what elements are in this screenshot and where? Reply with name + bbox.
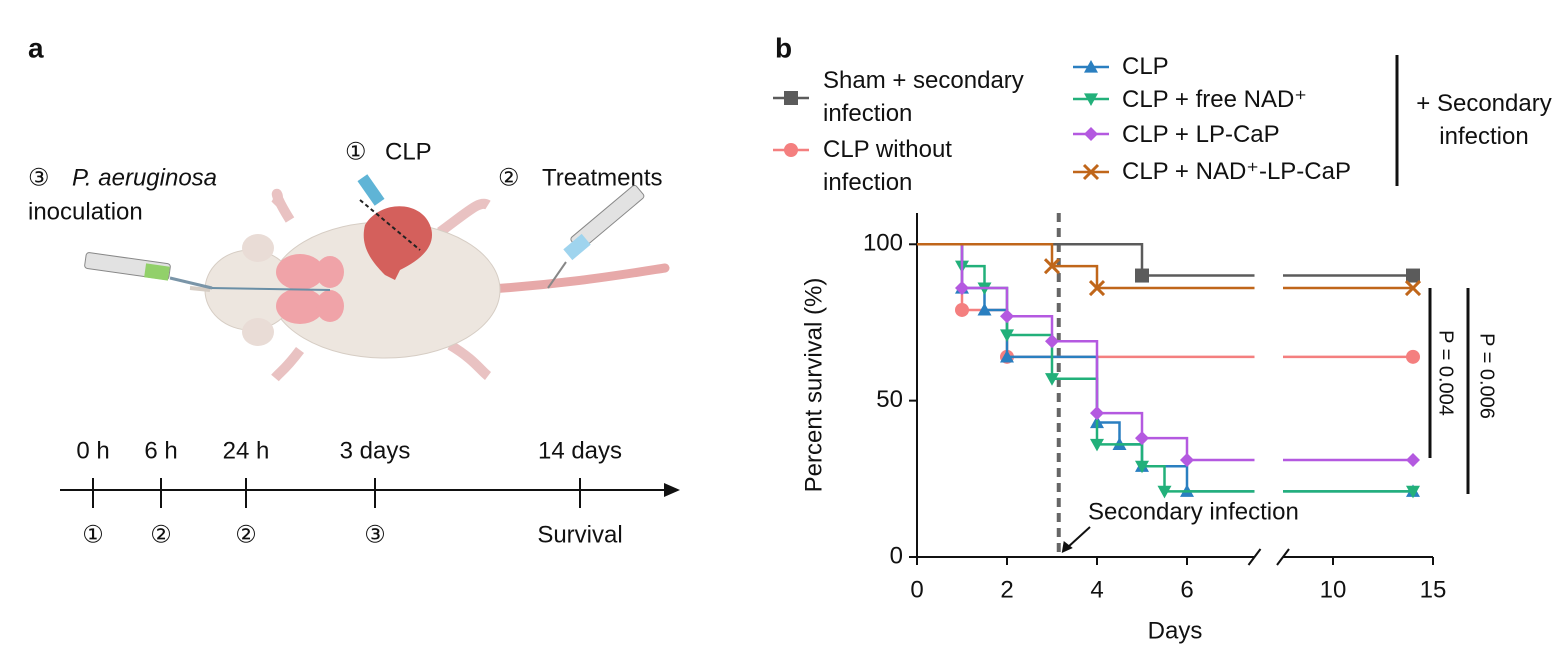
timeline: 0 h ① 6 h ② 24 h ② 3 days ③ 14 days Survival (76, 437, 622, 548)
x-axis-title: Days (1148, 617, 1203, 644)
legend-entry: CLP + LP-CaP (1122, 121, 1280, 148)
mouse-illustration (84, 174, 670, 382)
timeline-time: 6 h (144, 437, 177, 464)
marker (1135, 431, 1149, 446)
marker (1088, 279, 1106, 297)
marker (1135, 268, 1149, 283)
group-label: + Secondary infection (1416, 90, 1552, 150)
x-tick-label: 15 (1420, 576, 1447, 603)
legend-entry: CLP + NAD⁺-LP-CaP (1122, 158, 1351, 185)
timeline-event: ③ (364, 521, 386, 548)
marker (1043, 258, 1061, 275)
y-tick-label: 0 (890, 542, 903, 569)
legend-marker (1084, 93, 1098, 106)
survival-line (917, 243, 1413, 493)
timeline-arrow (664, 483, 680, 497)
legend-marker (1082, 163, 1100, 181)
step-label: Treatments (542, 164, 662, 191)
marker (955, 281, 969, 296)
y-tick-label: 50 (876, 386, 903, 413)
marker (1000, 329, 1014, 342)
step-label: CLP (385, 138, 432, 165)
marker (1404, 279, 1422, 297)
annotation: Secondary infection (1088, 498, 1299, 525)
legend-entry: Sham + secondary infection (823, 67, 1024, 127)
y-axis-title: Percent survival (%) (800, 278, 827, 493)
marker (1406, 268, 1420, 283)
survival-line (917, 243, 1413, 277)
y-tick-label: 100 (863, 230, 903, 257)
step-label: inoculation (28, 198, 143, 225)
legend-entry: CLP + free NAD⁺ (1122, 86, 1307, 113)
timeline-event: ② (235, 521, 257, 548)
legend-marker (784, 91, 798, 105)
marker (1406, 453, 1420, 468)
legend-marker (1084, 127, 1098, 141)
pvalue: P = 0.004 (1435, 330, 1457, 416)
marker (1045, 373, 1059, 386)
step-number: ③ (28, 164, 50, 191)
marker (1135, 460, 1149, 474)
legend-marker (1084, 60, 1098, 73)
axis-break (1247, 548, 1262, 566)
step-number: ① (345, 138, 367, 165)
survival-line (917, 243, 1413, 359)
panel-label: a (28, 32, 44, 63)
legend-marker (784, 143, 798, 157)
x-tick-label: 6 (1180, 576, 1193, 603)
legend-entry: CLP without infection (823, 136, 952, 196)
x-tick-label: 4 (1090, 576, 1103, 603)
timeline-event: ① (82, 521, 104, 548)
x-tick-label: 0 (910, 576, 923, 603)
marker (1406, 349, 1420, 364)
timeline-time: 0 h (76, 437, 109, 464)
marker (977, 302, 992, 316)
survival-line (917, 243, 1413, 290)
timeline-time: 14 days (538, 437, 622, 464)
marker (1157, 485, 1172, 499)
legend-entry: CLP (1122, 53, 1169, 80)
marker (1180, 453, 1194, 468)
pvalue: P = 0.006 (1476, 333, 1498, 419)
marker (955, 302, 969, 317)
step-label: P. aeruginosa (72, 164, 217, 191)
x-tick-label: 2 (1000, 576, 1013, 603)
axis-break (1276, 548, 1290, 566)
timeline-time: 3 days (340, 437, 411, 464)
panel-label: b (775, 32, 792, 63)
survival-line (917, 243, 1413, 462)
marker (1000, 349, 1014, 363)
annotation-arrowhead (1061, 541, 1073, 553)
timeline-time: 24 h (223, 437, 270, 464)
marker (1000, 309, 1014, 324)
step-number: ② (498, 164, 520, 191)
x-tick-label: 10 (1320, 576, 1347, 603)
marker (1090, 438, 1104, 452)
marker (1406, 485, 1420, 499)
marker (1045, 334, 1059, 349)
marker (1090, 406, 1104, 421)
timeline-event: Survival (537, 521, 622, 548)
survival-line (917, 243, 1413, 493)
timeline-event: ② (150, 521, 172, 548)
